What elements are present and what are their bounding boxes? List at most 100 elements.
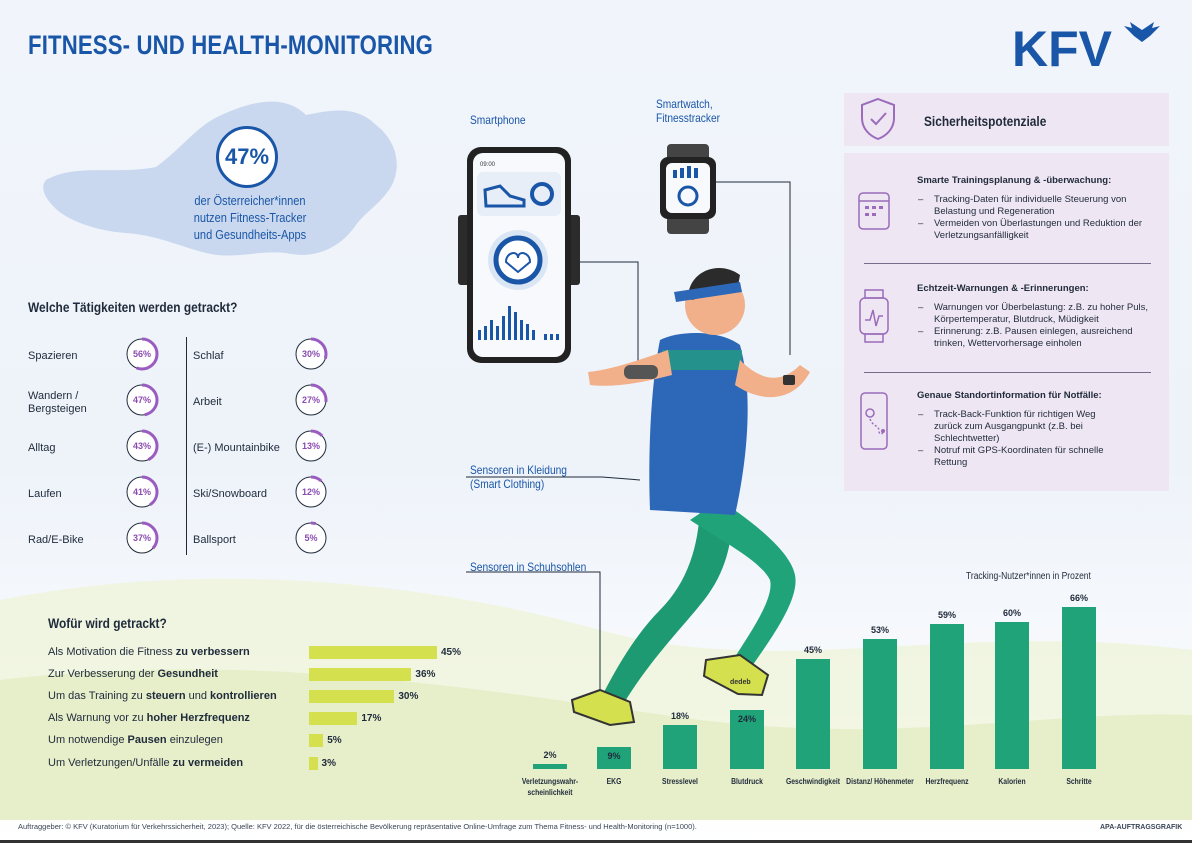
safety-section-heading: Echtzeit-Warnungen & -Erinnerungen: <box>917 283 1089 294</box>
why-bar <box>309 734 324 747</box>
safety-section-list: Tracking-Daten für individuelle Steuerun… <box>918 194 1150 242</box>
activity-ring: 5% <box>294 521 328 555</box>
safety-header-panel <box>844 93 1169 146</box>
activity-label: Laufen <box>28 488 62 500</box>
ring-graphic <box>125 429 159 463</box>
column-bar <box>796 658 830 769</box>
activity-ring: 37% <box>125 521 159 555</box>
ring-percentage: 12% <box>301 487 320 497</box>
column-category-label: Stresslevel <box>662 777 698 786</box>
why-label-text: Um Verletzungen/Unfälle <box>48 757 173 769</box>
column-category-label: Kalorien <box>998 777 1026 786</box>
ring-percentage: 27% <box>301 395 320 405</box>
ring-percentage: 56% <box>132 349 151 359</box>
ring-arc <box>294 475 328 509</box>
safety-title: Sicherheitspotenziale <box>924 113 1047 129</box>
austria-percentage: 47% <box>216 126 278 188</box>
column-category-label: Verletzungswahr- scheinlichkeit <box>521 777 579 797</box>
ring-arc <box>125 521 159 555</box>
why-label-bold: zu verbessern <box>175 646 250 658</box>
ring-arc <box>294 521 328 555</box>
activity-label: Alltag <box>28 442 56 454</box>
why-label: Um Verletzungen/Unfälle zu vermeiden <box>48 757 243 769</box>
why-value-label: 5% <box>327 735 342 746</box>
ring-arc <box>294 383 328 417</box>
page-title: FITNESS- UND HEALTH-MONITORING <box>28 30 434 60</box>
activity-label: Spazieren <box>28 350 78 362</box>
source-footer: Auftraggeber: © KFV (Kuratorium für Verk… <box>18 822 697 831</box>
ring-graphic <box>125 337 159 371</box>
why-value-label: 36% <box>415 669 436 680</box>
watch-alert-icon <box>859 289 889 343</box>
ring-arc <box>125 475 159 509</box>
safety-section-list: Track-Back-Funktion für richtigen Weg zu… <box>918 409 1118 469</box>
column-value-label: 59% <box>937 610 956 621</box>
why-label-bold: Gesundheit <box>157 668 218 680</box>
safety-section-heading: Smarte Trainingsplanung & -überwachung: <box>917 175 1112 186</box>
phone-time: 09:00 <box>480 162 496 168</box>
why-label-text: Zur Verbesserung der <box>48 668 158 680</box>
column-value-label: 66% <box>1069 593 1088 603</box>
column-value-label: 60% <box>1002 607 1021 618</box>
ring-arc <box>294 429 328 463</box>
activity-label: (E-) Mountainbike <box>193 442 280 454</box>
column-value-label: 45% <box>803 644 822 655</box>
activity-label: Rad/E-Bike <box>28 534 84 546</box>
safety-divider <box>864 372 1151 373</box>
activity-label: Ski/Snowboard <box>193 488 267 500</box>
ring-graphic <box>294 383 328 417</box>
column-value-label: 18% <box>670 710 689 721</box>
column-category-label: Geschwindigkeit <box>785 777 841 786</box>
ring-percentage: 13% <box>301 441 320 451</box>
why-label-text: Als Motivation die Fitness <box>48 646 176 658</box>
activity-ring: 41% <box>125 475 159 509</box>
column-bar <box>730 710 764 769</box>
shield-icon <box>861 97 895 141</box>
column-category-label: EKG <box>606 777 622 786</box>
smartwatch-illustration <box>660 144 716 234</box>
why-bar <box>309 712 358 725</box>
phone-map-icon <box>860 392 888 450</box>
activity-label: Schlaf <box>193 350 224 362</box>
column-category-label: Schritte <box>1066 777 1092 786</box>
activity-ring: 30% <box>294 337 328 371</box>
why-bar <box>309 668 412 681</box>
column-bar <box>1062 607 1096 769</box>
column-bar <box>597 746 631 769</box>
soles-label: Sensoren in Schuhsohlen <box>470 560 587 574</box>
calendar-icon <box>858 192 890 230</box>
ring-percentage: 5% <box>304 533 318 543</box>
why-value-label: 17% <box>361 713 382 724</box>
activity-label: Ballsport <box>193 534 236 546</box>
why-label-text: Als Warnung vor zu <box>48 712 147 724</box>
ring-graphic <box>125 475 159 509</box>
safety-section-list: Warnungen vor Überbelastung: z.B. zu hoh… <box>918 302 1150 350</box>
safety-list-item: Vermeiden von Überlastungen und Reduktio… <box>918 218 1150 242</box>
column-bar <box>930 624 964 769</box>
why-label: Als Motivation die Fitness zu verbessern <box>48 646 250 658</box>
smartwatch-label: Smartwatch, Fitnesstracker <box>656 97 721 125</box>
safety-divider <box>864 263 1151 264</box>
activity-label: Arbeit <box>193 396 222 408</box>
safety-list-item: Erinnerung: z.B. Pausen einlegen, ausrei… <box>918 326 1150 350</box>
ring-percentage: 37% <box>132 533 151 543</box>
why-label-text: Um das Training zu <box>48 690 146 702</box>
ring-percentage: 30% <box>301 349 320 359</box>
kfv-logo: KFV <box>1012 21 1160 76</box>
austria-map <box>43 101 397 256</box>
column-category-label: Distanz/ Höhenmeter <box>846 777 914 786</box>
why-bar <box>309 757 318 770</box>
ring-percentage: 41% <box>132 487 151 497</box>
column-bar <box>663 724 697 769</box>
activity-ring: 43% <box>125 429 159 463</box>
why-label-bold: zu vermeiden <box>172 757 244 769</box>
smartphone-illustration: 09:00 <box>458 147 580 363</box>
why-label-text: einzulegen <box>166 734 223 746</box>
activities-title: Welche Tätigkeiten werden getrackt? <box>28 299 238 315</box>
column-chart-caption: Tracking-Nutzer*innen in Prozent <box>966 571 1091 582</box>
why-label-bold: kontrollieren <box>210 690 277 702</box>
safety-list-item: Tracking-Daten für individuelle Steuerun… <box>918 194 1150 218</box>
safety-list-item: Notruf mit GPS-Koordinaten für schnelle … <box>918 445 1118 469</box>
why-label: Als Warnung vor zu hoher Herzfrequenz <box>48 712 250 724</box>
